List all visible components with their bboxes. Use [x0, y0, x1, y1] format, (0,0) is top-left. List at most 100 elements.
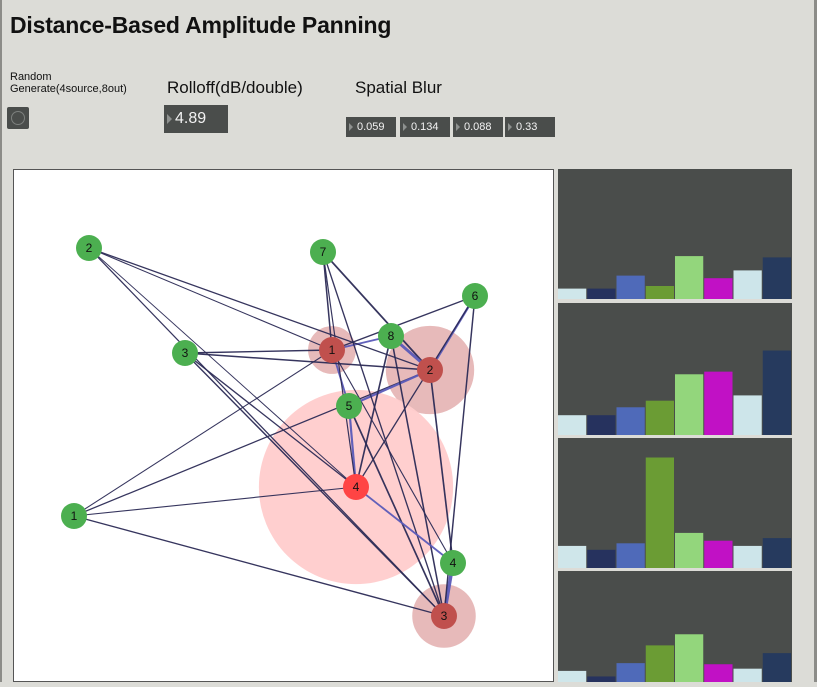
- output-node-7-label: 7: [320, 245, 327, 259]
- source-node-4[interactable]: 4: [343, 474, 369, 500]
- gain-bar-output-6: [704, 664, 733, 682]
- gain-bar-output-5: [675, 532, 704, 568]
- output-node-5[interactable]: 5: [336, 393, 362, 419]
- gain-bar-output-7: [733, 668, 762, 682]
- gain-bar-output-1: [558, 545, 587, 568]
- random-label-line1: Random: [10, 71, 52, 83]
- output-node-4-circle: [440, 550, 466, 576]
- spatial-blur-label: Spatial Blur: [355, 78, 442, 97]
- rolloff-label: Rolloff(dB/double): [167, 78, 303, 97]
- source-node-4-label: 4: [353, 480, 360, 494]
- gain-panel-2: [558, 303, 792, 435]
- gain-bar-output-4: [645, 645, 674, 682]
- link-source-4-output-6: [355, 295, 476, 488]
- link-source-2-output-2: [88, 247, 431, 371]
- source-node-2-circle: [417, 357, 443, 383]
- triangle-right-icon: [456, 123, 460, 131]
- link-source-4-output-7: [322, 251, 357, 488]
- gain-bar-output-1: [558, 288, 587, 299]
- link-source-1-output-7: [322, 251, 333, 351]
- output-node-2[interactable]: 2: [76, 235, 102, 261]
- gain-bar-output-6: [704, 278, 733, 299]
- gain-bar-output-8: [762, 257, 791, 299]
- source-node-1-label: 1: [329, 343, 336, 357]
- source-node-4-circle: [343, 474, 369, 500]
- page-title: Distance-Based Amplitude Panning: [10, 12, 392, 38]
- triangle-right-icon: [349, 123, 353, 131]
- window-frame-left: [0, 0, 2, 682]
- button-ring-icon: [11, 111, 25, 125]
- panning-graph[interactable]: 1 2 3 4 5 6 7 8 1 2 3 4: [14, 170, 554, 682]
- link-source-1-output-6: [331, 295, 476, 351]
- rolloff-number-box[interactable]: 4.89: [164, 105, 228, 133]
- link-source-3-output-5: [348, 405, 445, 617]
- panning-canvas[interactable]: 1 2 3 4 5 6 7 8 1 2 3 4: [13, 169, 554, 682]
- gain-bars-source-2: [558, 350, 791, 435]
- link-source-4-output-8: [355, 335, 392, 488]
- link-source-4-output-3: [184, 352, 357, 488]
- link-source-2-output-7: [322, 251, 431, 371]
- spatial-blur-box-3[interactable]: 0.088: [453, 117, 503, 137]
- source-node-3[interactable]: 3: [431, 603, 457, 629]
- random-label-line2: Generate(4source,8out): [10, 83, 127, 95]
- gain-bar-output-1: [558, 415, 587, 435]
- triangle-right-icon: [403, 123, 407, 131]
- link-source-4-output-2: [88, 247, 357, 488]
- source-node-1[interactable]: 1: [319, 337, 345, 363]
- output-node-7[interactable]: 7: [310, 239, 336, 265]
- output-node-1[interactable]: 1: [61, 503, 87, 529]
- source-node-3-label: 3: [441, 609, 448, 623]
- source-node-1-circle: [319, 337, 345, 363]
- link-source-3-output-8: [390, 335, 445, 617]
- link-source-4-output-5: [347, 405, 358, 488]
- gain-panel-4: [558, 571, 792, 682]
- output-node-3[interactable]: 3: [172, 340, 198, 366]
- spatial-blur-value: 0.088: [464, 121, 492, 133]
- spatial-blur-box-4[interactable]: 0.33: [505, 117, 555, 137]
- output-node-4[interactable]: 4: [440, 550, 466, 576]
- source-node-3-circle: [431, 603, 457, 629]
- output-node-6-label: 6: [472, 289, 479, 303]
- link-source-3-output-3: [184, 352, 445, 617]
- gain-bar-output-7: [733, 395, 762, 435]
- gain-bars-source-1: [558, 256, 791, 299]
- gain-bar-output-3: [616, 275, 645, 299]
- spatial-blur-box-1[interactable]: 0.059: [346, 117, 396, 137]
- gain-bar-output-4: [645, 400, 674, 435]
- spatial-blur-value: 0.33: [516, 121, 538, 133]
- link-source-3-output-7: [322, 251, 445, 617]
- gain-bar-output-7: [733, 270, 762, 299]
- link-source-2-output-5: [348, 368, 431, 408]
- random-generate-button[interactable]: [7, 107, 29, 129]
- link-source-4-output-1: [73, 486, 357, 517]
- gain-bar-output-5: [675, 374, 704, 435]
- gain-bar-output-1: [558, 670, 587, 682]
- gain-bar-output-2: [587, 288, 616, 299]
- link-source-4-output-4: [355, 486, 454, 564]
- gain-bar-output-3: [616, 407, 645, 435]
- link-source-2-output-3: [184, 352, 431, 371]
- output-node-2-circle: [76, 235, 102, 261]
- output-node-4-label: 4: [450, 556, 457, 570]
- link-source-3-output-1: [73, 515, 445, 617]
- gain-panel-3: [558, 438, 792, 568]
- output-node-8-circle: [378, 323, 404, 349]
- output-node-5-circle: [336, 393, 362, 419]
- output-node-6-circle: [462, 283, 488, 309]
- random-generate-label: Random Generate(4source,8out): [10, 71, 127, 95]
- spatial-blur-value: 0.059: [357, 121, 385, 133]
- gain-bar-output-8: [762, 653, 791, 682]
- source-node-2[interactable]: 2: [417, 357, 443, 383]
- link-source-2-output-4: [429, 369, 454, 564]
- source-node-2-label: 2: [427, 363, 434, 377]
- triangle-right-icon: [167, 114, 172, 124]
- link-source-1-output-1: [73, 349, 333, 517]
- output-node-6[interactable]: 6: [462, 283, 488, 309]
- output-node-8[interactable]: 8: [378, 323, 404, 349]
- spatial-blur-box-2[interactable]: 0.134: [400, 117, 450, 137]
- gain-bar-output-8: [762, 538, 791, 568]
- output-node-5-label: 5: [346, 399, 353, 413]
- gain-bar-output-6: [704, 540, 733, 568]
- gain-bar-output-5: [675, 634, 704, 682]
- gain-bar-output-6: [704, 371, 733, 435]
